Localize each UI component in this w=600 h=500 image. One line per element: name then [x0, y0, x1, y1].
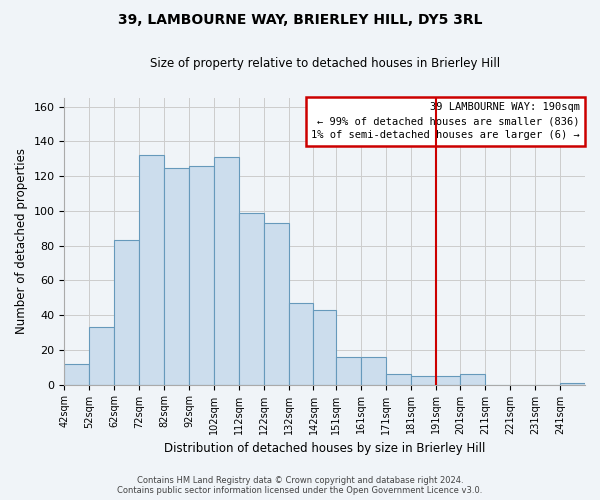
Bar: [164, 168, 189, 384]
Bar: [239, 212, 263, 384]
Bar: [114, 240, 139, 384]
Bar: [361, 357, 386, 384]
Bar: [139, 156, 164, 384]
Bar: [410, 376, 436, 384]
Bar: [64, 364, 89, 384]
Bar: [189, 166, 214, 384]
Text: Contains HM Land Registry data © Crown copyright and database right 2024.
Contai: Contains HM Land Registry data © Crown c…: [118, 476, 482, 495]
Bar: [313, 310, 336, 384]
Bar: [460, 374, 485, 384]
X-axis label: Distribution of detached houses by size in Brierley Hill: Distribution of detached houses by size …: [164, 442, 485, 455]
Text: 39 LAMBOURNE WAY: 190sqm
← 99% of detached houses are smaller (836)
1% of semi-d: 39 LAMBOURNE WAY: 190sqm ← 99% of detach…: [311, 102, 580, 141]
Bar: [289, 303, 313, 384]
Title: Size of property relative to detached houses in Brierley Hill: Size of property relative to detached ho…: [149, 58, 500, 70]
Bar: [263, 223, 289, 384]
Bar: [214, 157, 239, 384]
Bar: [386, 374, 410, 384]
Bar: [436, 376, 460, 384]
Bar: [89, 328, 114, 384]
Bar: [560, 383, 585, 384]
Bar: [336, 357, 361, 384]
Text: 39, LAMBOURNE WAY, BRIERLEY HILL, DY5 3RL: 39, LAMBOURNE WAY, BRIERLEY HILL, DY5 3R…: [118, 12, 482, 26]
Y-axis label: Number of detached properties: Number of detached properties: [15, 148, 28, 334]
